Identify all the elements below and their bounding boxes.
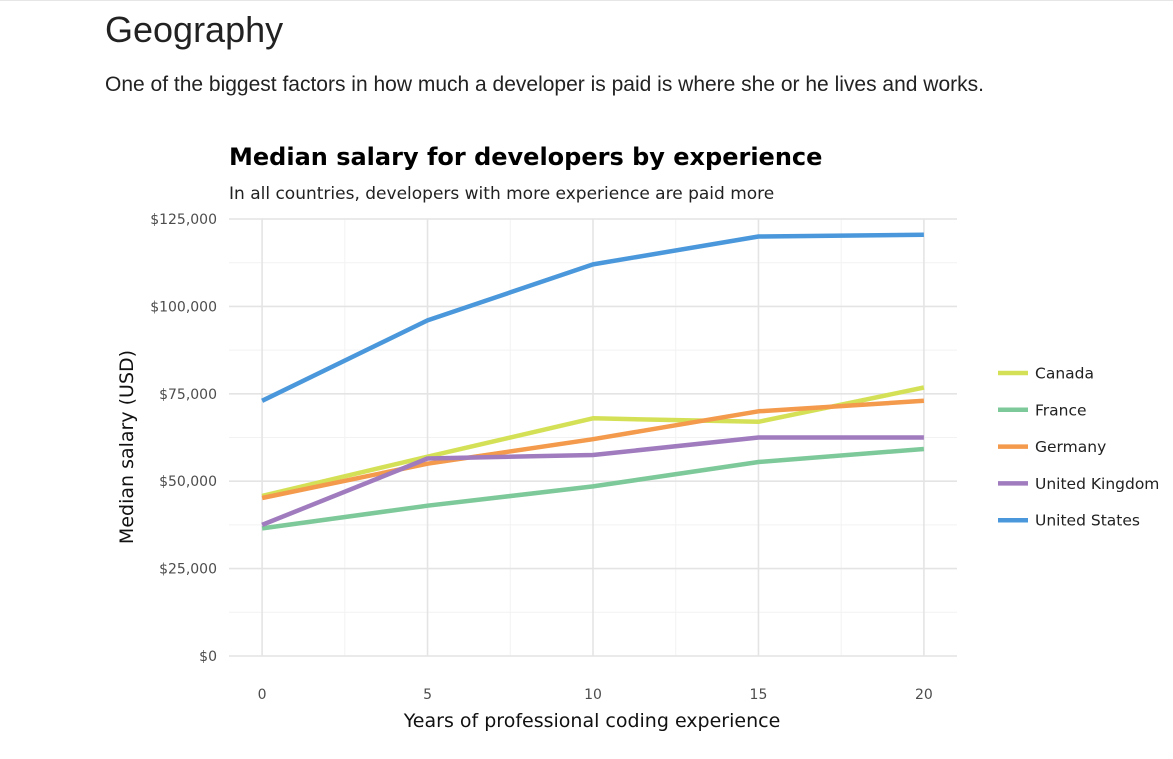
- section-heading: Geography: [105, 9, 284, 50]
- legend-label: United States: [1035, 512, 1140, 530]
- x-tick-label: 20: [915, 687, 933, 703]
- y-axis-ticks: $0 $25,000 $50,000 $75,000 $100,000 $125,000: [150, 212, 217, 665]
- series-lines: [261, 232, 925, 531]
- legend-label: United Kingdom: [1035, 475, 1159, 493]
- series-line-canada: [261, 385, 925, 499]
- y-tick-label: $125,000: [150, 212, 217, 228]
- x-tick-label: 5: [423, 687, 432, 703]
- legend-label: France: [1035, 401, 1087, 419]
- y-axis-title: Median salary (USD): [116, 350, 138, 544]
- top-divider: [0, 0, 1173, 1]
- x-axis-ticks: 0 5 10 15 20: [258, 687, 933, 703]
- x-tick-label: 10: [584, 687, 602, 703]
- y-tick-label: $75,000: [159, 387, 217, 403]
- y-tick-label: $100,000: [150, 299, 217, 315]
- y-tick-label: $0: [199, 649, 217, 665]
- series-line-france: [261, 446, 925, 531]
- series-line-united-kingdom: [261, 435, 924, 527]
- legend-label: Germany: [1035, 438, 1106, 456]
- legend-label: Canada: [1035, 365, 1094, 383]
- x-tick-label: 0: [258, 687, 267, 703]
- y-tick-label: $25,000: [159, 562, 217, 578]
- x-tick-label: 15: [750, 687, 768, 703]
- chart-subtitle: In all countries, developers with more e…: [229, 184, 774, 204]
- section-text: One of the biggest factors in how much a…: [105, 73, 984, 96]
- legend: Canada France Germany United Kingdom United …: [998, 365, 1159, 530]
- y-tick-label: $50,000: [159, 474, 217, 490]
- chart-title: Median salary for developers by experien…: [229, 143, 822, 171]
- series-line-united-states: [261, 232, 924, 403]
- series-line-germany: [261, 398, 925, 501]
- x-axis-title: Years of professional coding experience: [403, 710, 781, 732]
